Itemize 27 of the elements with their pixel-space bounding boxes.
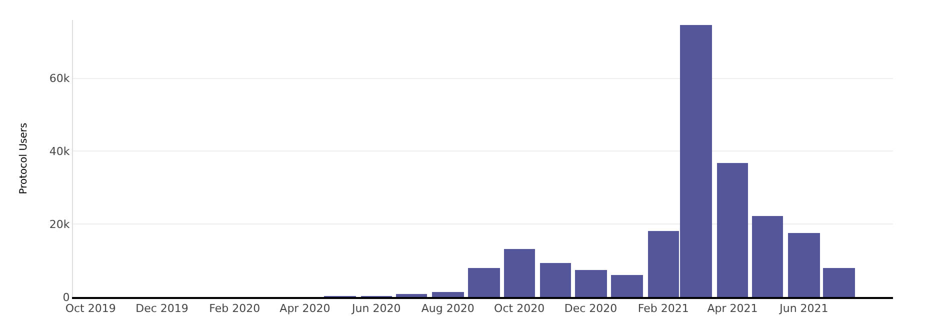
bar xyxy=(823,268,855,297)
y-axis-title: Protocol Users xyxy=(18,122,30,194)
bar xyxy=(575,270,607,297)
x-tick-label: Dec 2020 xyxy=(564,302,618,315)
y-tick-label: 20k xyxy=(49,218,70,231)
x-tick-label: Oct 2020 xyxy=(494,302,545,315)
x-tick-label: Oct 2019 xyxy=(65,302,116,315)
x-tick-label: Apr 2020 xyxy=(280,302,330,315)
bar xyxy=(611,275,643,297)
bar xyxy=(504,249,535,297)
x-tick-label: Feb 2021 xyxy=(638,302,689,315)
x-tick-label: Apr 2021 xyxy=(707,302,758,315)
x-tick-label: Aug 2020 xyxy=(421,302,474,315)
bar xyxy=(432,292,464,297)
y-tick-label: 40k xyxy=(49,145,70,158)
y-tick-label: 60k xyxy=(49,72,70,86)
bar xyxy=(468,268,500,297)
x-tick-label: Feb 2020 xyxy=(209,302,260,315)
bar xyxy=(396,294,427,297)
x-tick-label: Jun 2021 xyxy=(778,302,828,315)
y-tick-label: 0 xyxy=(62,290,70,304)
x-tick-label: Dec 2019 xyxy=(136,302,188,315)
bar xyxy=(752,216,783,297)
bar xyxy=(788,233,820,297)
bar xyxy=(717,163,748,297)
x-tick-label: Jun 2020 xyxy=(351,302,401,315)
bar xyxy=(540,263,571,297)
